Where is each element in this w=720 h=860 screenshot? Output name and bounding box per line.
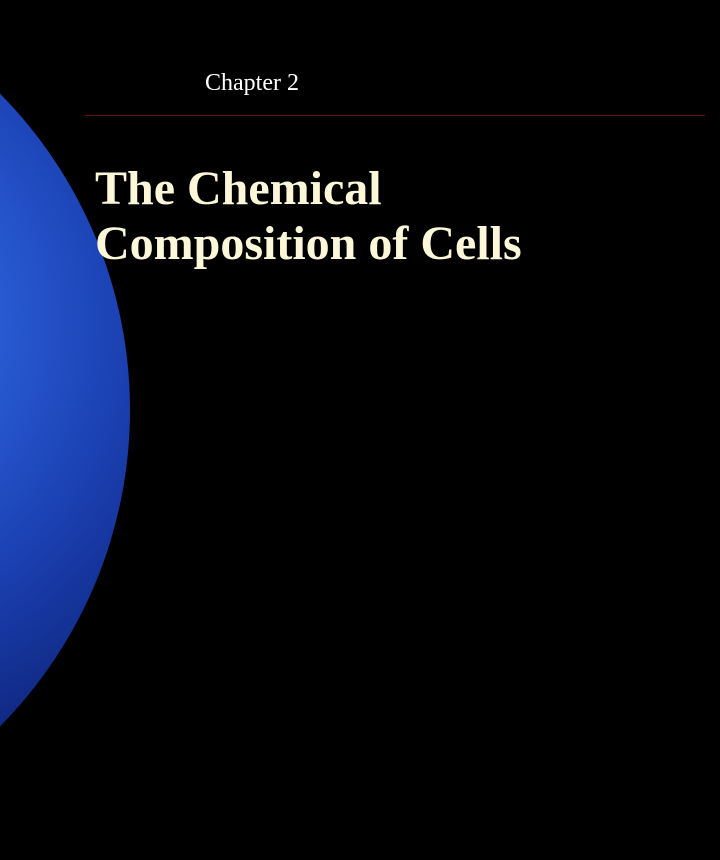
title-line-2: Composition of Cells: [95, 217, 522, 270]
chapter-subtitle: Chapter 2: [205, 70, 680, 97]
slide-title: The Chemical Composition of Cells: [95, 161, 680, 271]
title-line-1: The Chemical: [95, 162, 382, 215]
slide-content: Chapter 2 The Chemical Composition of Ce…: [95, 70, 680, 271]
divider-line: [85, 115, 705, 116]
